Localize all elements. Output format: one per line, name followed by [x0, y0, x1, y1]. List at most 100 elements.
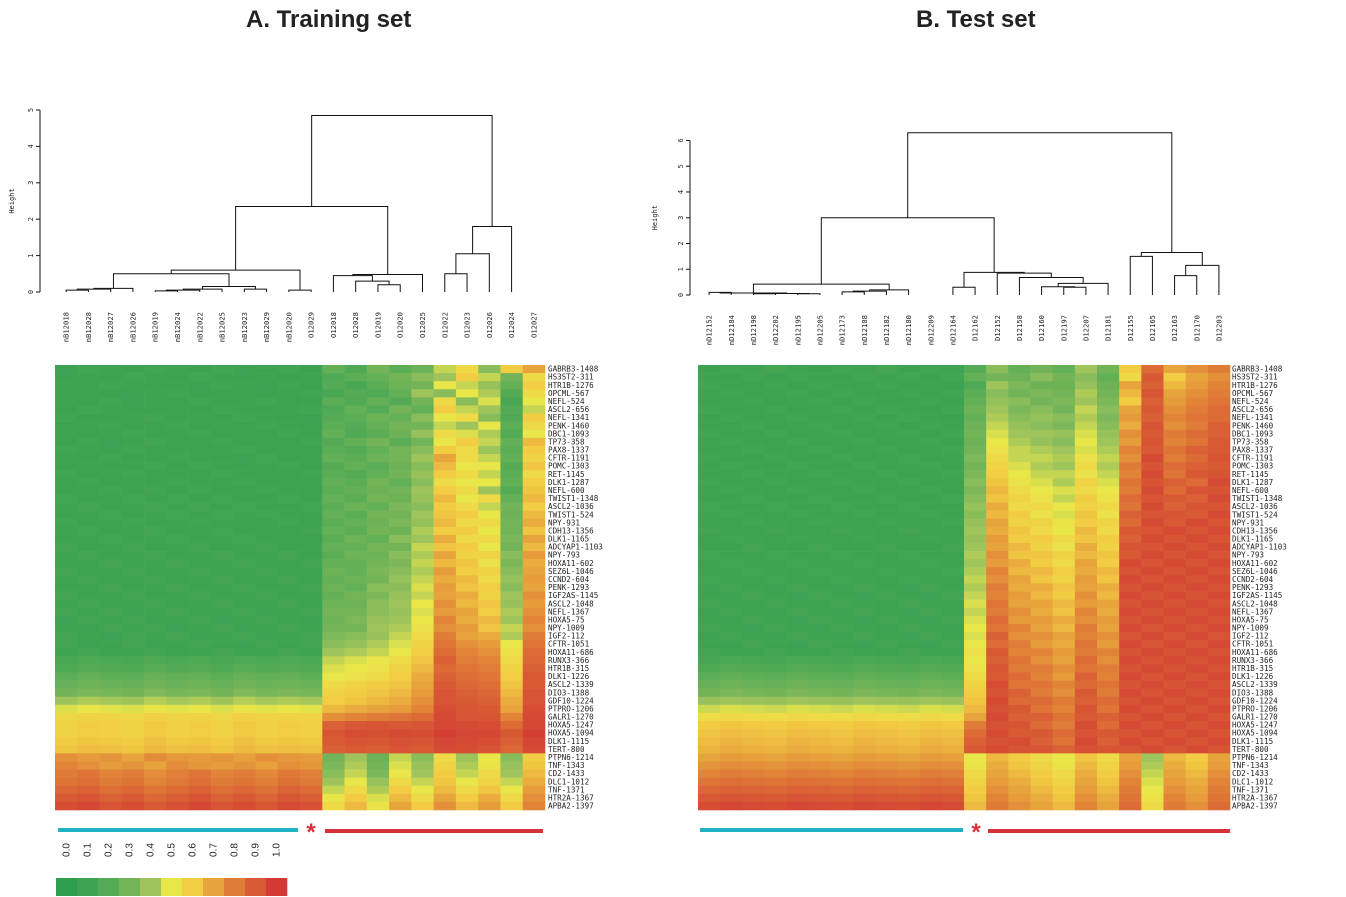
- heatmap-cell: [389, 680, 412, 689]
- heatmap-cell: [808, 607, 832, 617]
- heatmap-cell: [210, 567, 234, 576]
- heatmap-cell: [411, 381, 434, 390]
- heatmap-cell: [853, 373, 876, 382]
- heatmap-cell: [1163, 365, 1186, 374]
- heatmap-cell: [277, 737, 301, 746]
- heatmap-cell: [742, 785, 765, 795]
- heatmap-cell: [433, 729, 457, 738]
- gene-label: NEFL-1367: [1232, 607, 1273, 616]
- heatmap-cell: [964, 526, 987, 536]
- heatmap-cell: [1185, 502, 1209, 511]
- heatmap-cell: [742, 640, 765, 649]
- heatmap-cell: [522, 769, 546, 778]
- heatmap-cell: [720, 389, 743, 398]
- heatmap-cell: [786, 567, 810, 576]
- heatmap-cell: [786, 518, 810, 528]
- heatmap-cell: [300, 696, 323, 706]
- heatmap-cell: [941, 623, 965, 633]
- heatmap-cell: [389, 648, 412, 657]
- axis-tick-label: 3: [27, 181, 35, 185]
- heatmap-cell: [897, 769, 920, 778]
- heatmap-cell: [1074, 591, 1098, 600]
- heatmap-cell: [500, 777, 524, 787]
- heatmap-cell: [322, 518, 345, 528]
- heatmap-cell: [964, 445, 987, 455]
- heatmap-cell: [478, 494, 501, 503]
- heatmap-cell: [1030, 405, 1053, 414]
- heatmap-cell: [720, 761, 743, 770]
- heatmap-cell: [1185, 640, 1209, 649]
- heatmap-cell: [831, 405, 854, 414]
- heatmap-cell: [366, 704, 390, 714]
- heatmap-cell: [1052, 559, 1076, 568]
- heatmap-cell: [853, 510, 876, 520]
- heatmap-cell: [500, 437, 524, 447]
- heatmap-cell: [1185, 478, 1209, 487]
- gene-label: NEFL-600: [548, 486, 585, 495]
- heatmap-cell: [210, 445, 234, 455]
- heatmap-cell: [500, 559, 524, 568]
- heatmap-cell: [875, 551, 898, 560]
- heatmap-cell: [322, 648, 345, 657]
- heatmap-cell: [1008, 680, 1031, 689]
- heatmap-cell: [986, 373, 1009, 382]
- heatmap-cell: [1030, 680, 1053, 689]
- heatmap-cell: [919, 518, 943, 528]
- heatmap-cell: [853, 729, 876, 738]
- dendrogram-link: [1129, 255, 1153, 295]
- heatmap-cell: [366, 623, 390, 633]
- heatmap-cell: [55, 664, 78, 673]
- gene-label: RET-1145: [548, 470, 585, 479]
- heatmap-cell: [389, 373, 412, 382]
- heatmap-cell: [188, 543, 212, 552]
- heatmap-cell: [1185, 615, 1209, 625]
- heatmap-cell: [1119, 680, 1142, 689]
- heatmap-cell: [455, 510, 479, 520]
- heatmap-cell: [322, 680, 345, 689]
- legend-swatch: [266, 878, 288, 896]
- gene-label: TWIST1-524: [548, 510, 594, 519]
- heatmap-cell: [433, 559, 457, 568]
- panel-b-title: B. Test set: [916, 6, 1036, 33]
- heatmap-cell: [389, 575, 412, 584]
- heatmap-cell: [121, 373, 145, 382]
- heatmap-cell: [1207, 421, 1231, 431]
- heatmap-cell: [720, 696, 743, 706]
- heatmap-cell: [166, 526, 189, 536]
- heatmap-cell: [344, 801, 368, 811]
- dendrogram-link: [235, 205, 389, 275]
- heatmap-cell: [188, 769, 212, 778]
- heatmap-cell: [500, 543, 524, 552]
- heatmap-cell: [210, 672, 234, 681]
- heatmap-cell: [166, 704, 189, 714]
- heatmap-cell: [742, 405, 765, 414]
- sample-label: nB12020: [284, 312, 293, 342]
- heatmap-cell: [389, 551, 412, 560]
- heatmap-cell: [121, 793, 145, 803]
- heatmap-cell: [720, 437, 743, 447]
- heatmap-cell: [277, 769, 301, 778]
- heatmap-cell: [210, 729, 234, 738]
- heatmap-cell: [808, 777, 832, 787]
- heatmap-cell: [121, 389, 145, 398]
- heatmap-cell: [1207, 365, 1231, 374]
- heatmap-cell: [1141, 648, 1164, 657]
- heatmap-cell: [77, 761, 100, 770]
- heatmap-cell: [720, 753, 743, 762]
- heatmap-cell: [831, 494, 854, 503]
- heatmap-cell: [344, 632, 368, 641]
- heatmap-cell: [831, 462, 854, 471]
- heatmap-cell: [1207, 801, 1231, 811]
- heatmap-cell: [322, 583, 345, 592]
- heatmap-cell: [698, 494, 721, 503]
- heatmap-cell: [99, 462, 123, 471]
- heatmap-cell: [1163, 761, 1186, 770]
- heatmap-cell: [1185, 397, 1209, 406]
- heatmap-cell: [941, 486, 965, 495]
- heatmap-cell: [764, 656, 787, 665]
- heatmap-cell: [698, 551, 721, 560]
- heatmap-cell: [478, 470, 501, 479]
- heatmap-cell: [166, 696, 189, 706]
- sample-label: D12207: [1081, 315, 1090, 341]
- heatmap-cell: [389, 615, 412, 625]
